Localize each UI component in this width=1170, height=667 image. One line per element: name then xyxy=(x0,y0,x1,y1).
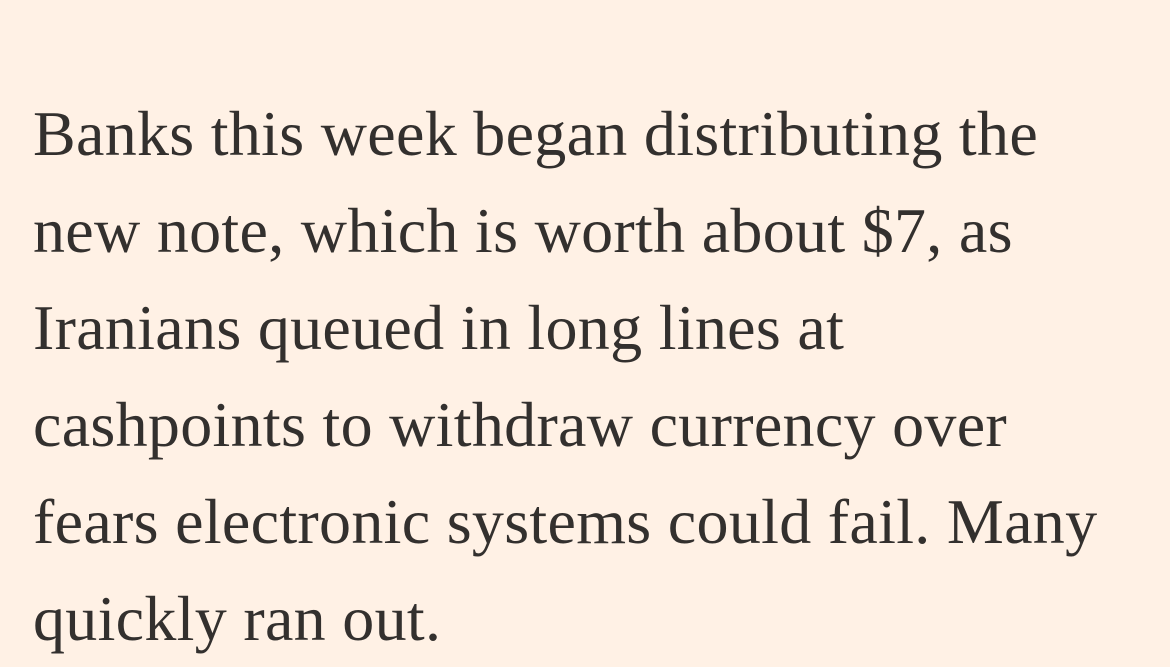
paragraph-line: fears electronic systems could fail. Man… xyxy=(33,486,1098,557)
article-page: { "article": { "paragraph_text": "Banks … xyxy=(33,98,1098,654)
paragraph-line: Banks this week began distributing the xyxy=(33,98,1039,169)
paragraph-line: Iranians queued in long lines at xyxy=(33,292,845,363)
paragraph-line: quickly ran out. xyxy=(33,583,442,654)
paragraph-line: cashpoints to withdraw currency over xyxy=(33,389,1008,460)
paragraph-line: new note, which is worth about $7, as xyxy=(33,195,1013,266)
article-paragraph: Banks this week began distributing the n… xyxy=(33,85,1140,667)
